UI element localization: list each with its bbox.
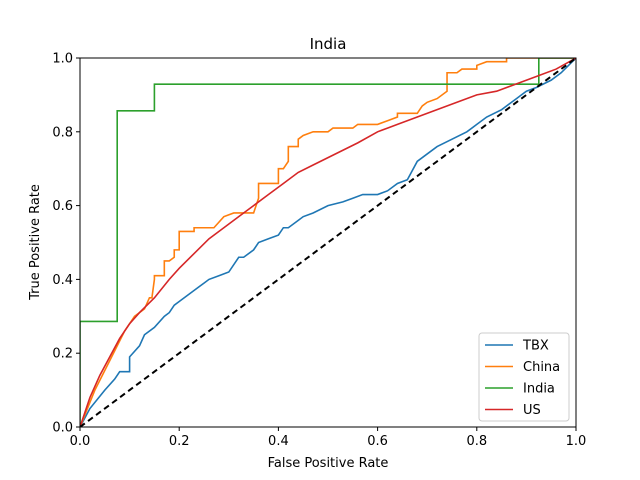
y-tick-label: 0.0 bbox=[52, 421, 73, 436]
series-line-tbx bbox=[80, 58, 576, 427]
series-line-india bbox=[80, 58, 576, 427]
series-line-us bbox=[80, 58, 576, 427]
legend-box bbox=[478, 332, 570, 422]
chart-title: India bbox=[310, 35, 347, 53]
legend-label-china: China bbox=[523, 360, 560, 375]
x-tick-label: 0.6 bbox=[367, 434, 388, 449]
legend-label-tbx: TBX bbox=[522, 339, 549, 354]
y-axis-label: True Positive Rate bbox=[28, 184, 43, 301]
x-tick-label: 1.0 bbox=[566, 434, 587, 449]
legend: TBX China India US bbox=[478, 332, 570, 422]
x-tick-label: 0.0 bbox=[70, 434, 91, 449]
y-tick-label: 0.2 bbox=[52, 347, 73, 362]
chance-diagonal-line bbox=[80, 58, 576, 427]
series-line-china bbox=[80, 58, 576, 427]
y-tick-label: 0.6 bbox=[52, 199, 73, 214]
x-tick-label: 0.8 bbox=[466, 434, 487, 449]
legend-label-us: US bbox=[523, 403, 541, 418]
x-tick-label: 0.2 bbox=[169, 434, 190, 449]
legend-label-india: India bbox=[523, 382, 555, 397]
y-tick-label: 0.8 bbox=[52, 125, 73, 140]
y-tick-label: 1.0 bbox=[52, 52, 73, 67]
x-tick-label: 0.4 bbox=[268, 434, 289, 449]
plot-frame bbox=[79, 57, 577, 428]
y-tick-label: 0.4 bbox=[52, 273, 73, 288]
x-axis-label: False Positive Rate bbox=[268, 456, 389, 471]
